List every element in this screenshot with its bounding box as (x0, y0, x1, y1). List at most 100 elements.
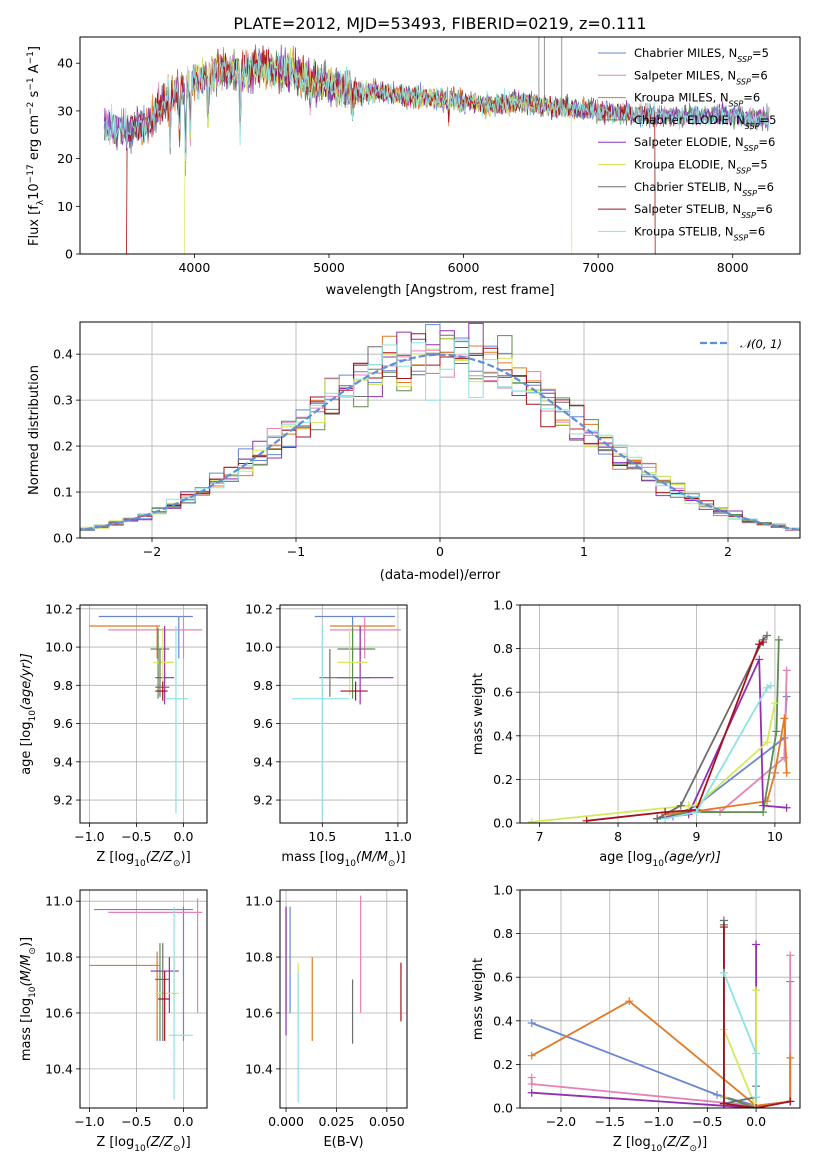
weight-marker (782, 768, 791, 777)
weight-series-3 (723, 924, 757, 1108)
legend-entry-sub: SSP (742, 188, 757, 197)
legend-entry-n: =6 (758, 135, 775, 149)
y-tick-label: 10.4 (45, 1061, 73, 1076)
y-axis-label-part: ] (27, 46, 42, 51)
x-tick-label: −2 (143, 544, 161, 559)
weight-series-7 (586, 641, 764, 822)
legend-entry-n: =5 (752, 46, 769, 60)
x-axis-label-part: 10 (345, 859, 357, 869)
x-tick-label: 0.025 (319, 1114, 355, 1129)
x-axis-label-part: ⊙ (173, 1144, 181, 1154)
y-axis-label-part: −17 (26, 164, 36, 183)
legend-entry-name: Chabrier STELIB, N (634, 180, 742, 194)
x-axis-label-part: )] (181, 1135, 191, 1150)
spectrum-line-8 (103, 49, 770, 156)
x-tick-label: −0.5 (692, 1114, 722, 1129)
legend-entry-name: Chabrier MILES, N (634, 46, 737, 60)
y-tick-label: 9.6 (253, 716, 273, 731)
legend-entry-sub: SSP (744, 144, 759, 153)
plot-area (292, 615, 401, 820)
legend-entry-3: Chabrier ELODIE, NSSP=5 (634, 113, 776, 130)
x-tick-label: 0.0 (746, 1114, 766, 1129)
y-axis-label: Normed distribution (27, 365, 42, 495)
axes-frame (79, 36, 801, 255)
x-tick-label: −0.5 (121, 829, 151, 844)
weight-marker (719, 1099, 728, 1108)
y-axis-label-part: 10 (27, 183, 42, 200)
x-axis-label: Z [log10(Z/Z⊙)] (96, 850, 190, 869)
weight-marker (763, 631, 772, 640)
weight-marker (625, 997, 634, 1006)
spectrum-panel: 4000 5000 6000 7000 8000 0 10 20 30 40 wavelength … (26, 36, 801, 298)
y-tick-label: 0.4 (493, 1013, 513, 1028)
x-tick-label: 0.050 (369, 1114, 405, 1129)
y-axis-label-part: s (27, 90, 42, 101)
weight-marker (772, 727, 781, 736)
x-axis-label-part: Z [log (96, 850, 134, 865)
y-axis-label-part: −2 (26, 102, 36, 115)
axes-frame (519, 889, 801, 1109)
y-tick-label: 9.2 (253, 793, 273, 808)
y-tick-label: 30 (57, 103, 73, 118)
y-axis-label: mass [log10(M/M⊙)] (19, 937, 38, 1061)
y-tick-label: 0 (65, 247, 73, 262)
weight-series-8 (664, 684, 772, 820)
y-tick-label: 9.6 (53, 716, 73, 731)
legend-entry-name: Salpeter STELIB, N (634, 202, 741, 216)
legend-entry-sub: SSP (729, 99, 744, 108)
weight-marker (713, 1090, 722, 1099)
y-axis-label: mass weight (471, 958, 486, 1040)
legend-entry-n: =6 (751, 68, 768, 82)
y-tick-label: 10.6 (245, 1005, 273, 1020)
plot-area (285, 895, 402, 1103)
x-axis-label: (data-model)/error (380, 568, 501, 583)
legend-entry-n: =5 (751, 158, 768, 172)
y-tick-label: 0.0 (493, 1101, 513, 1116)
y-tick-label: 0.8 (493, 641, 513, 656)
x-axis-label: E(B-V) (323, 1135, 363, 1150)
y-tick-label: 9.8 (53, 678, 73, 693)
y-tick-label: 20 (57, 151, 73, 166)
legend-entry-n: =6 (743, 91, 760, 105)
x-tick-label: −1 (287, 544, 305, 559)
x-axis-label-part: (Z/Z (146, 850, 174, 865)
y-axis-label-part: mass [log (19, 998, 34, 1061)
figure-title: PLATE=2012, MJD=53493, FIBERID=0219, z=0… (233, 14, 646, 33)
x-tick-label: −0.5 (121, 1114, 151, 1129)
y-axis-label-part: 10 (28, 710, 38, 722)
legend-entry-sub: SSP (736, 166, 751, 175)
legend-entry-6: Chabrier STELIB, NSSP=6 (634, 180, 774, 198)
weight-marker (752, 940, 761, 949)
legend-entry-sub: SSP (745, 121, 760, 130)
x-tick-label: 4000 (178, 260, 210, 275)
weight-marker (786, 951, 795, 960)
y-tick-label: 9.8 (253, 678, 273, 693)
axes-frame (79, 889, 208, 1109)
weight-marker (770, 699, 779, 708)
plot-area (527, 631, 791, 823)
x-axis-label-part: Z [log (613, 1135, 651, 1150)
weight-marker (661, 814, 670, 823)
x-tick-label: −1.0 (74, 829, 104, 844)
x-tick-label: 2 (724, 544, 732, 559)
weight-marker (782, 803, 791, 812)
age-vs-metallicity-panel: −1.0 −0.5 0.09.29.49.69.810.010.2Z [log10(… (19, 601, 208, 869)
x-axis-label: mass [log10(M/M⊙)] (281, 850, 405, 869)
weight-marker (780, 753, 789, 762)
weight-marker (692, 808, 701, 817)
legend-entry-n: =6 (756, 202, 773, 216)
legend-entry-n: =5 (760, 113, 777, 127)
y-axis-label-part: Flux [f (27, 205, 42, 246)
y-tick-label: 40 (57, 56, 73, 71)
weight-series-5 (531, 702, 776, 823)
y-axis-label-part: −1 (26, 51, 36, 64)
y-tick-label: 11.0 (245, 894, 273, 909)
weight-marker (527, 817, 536, 823)
mass-vs-metallicity-panel: −1.0 −0.5 0.010.410.610.811.0Z [log10(Z/Z⊙… (19, 889, 208, 1154)
legend-entry-0: Chabrier MILES, NSSP=5 (634, 46, 769, 64)
axes-frame (279, 604, 408, 824)
weight-marker (759, 801, 768, 810)
x-tick-label: 8 (614, 829, 622, 844)
